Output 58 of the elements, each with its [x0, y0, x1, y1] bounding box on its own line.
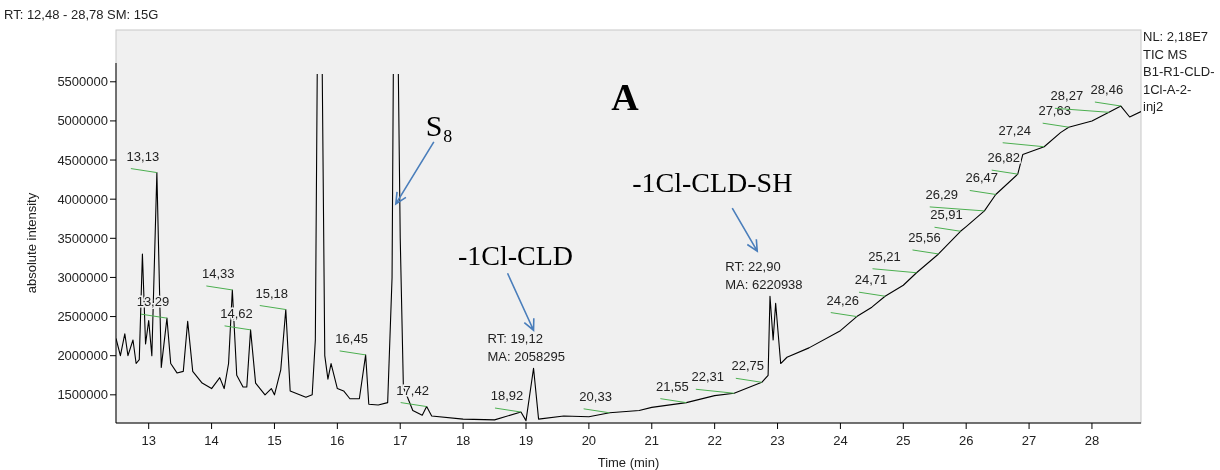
annotation: 26,47 — [965, 170, 999, 186]
annotation: 27,24 — [998, 122, 1031, 138]
y-tick-label: 5500000 — [57, 74, 108, 90]
y-tick-label: 4000000 — [57, 191, 108, 207]
x-tick-label: 26 — [958, 433, 974, 448]
annotation: 25,21 — [868, 248, 901, 264]
y-tick-label: 4500000 — [57, 152, 108, 168]
annotation: 28,27 — [1050, 88, 1084, 104]
annotation: A — [611, 76, 640, 118]
y-tick-label: 2000000 — [57, 348, 108, 364]
x-tick-label: 19 — [518, 433, 534, 448]
y-axis-title: absolute intensity — [24, 192, 39, 294]
annotation: 22,31 — [691, 369, 725, 385]
annotation: S₈ — [425, 108, 453, 142]
x-tick-label: 20 — [581, 433, 597, 448]
x-tick-label: 22 — [707, 433, 722, 448]
annotation: 26,29 — [925, 186, 959, 202]
annotation: 24,71 — [854, 272, 888, 288]
annotation: 21,55 — [656, 378, 689, 394]
annotation: 13,13 — [126, 148, 160, 164]
annotation: -1Cl-CLD-SH — [632, 167, 793, 199]
annotation: 18,92 — [490, 388, 524, 404]
x-tick-label: 17 — [393, 433, 408, 448]
x-tick-label: 18 — [455, 433, 471, 448]
annotation: 25,56 — [908, 229, 941, 245]
x-tick-label: 14 — [204, 433, 219, 448]
annotation: MA: 2058295 — [487, 349, 565, 365]
annotation: 25,91 — [930, 207, 963, 223]
text: RT: 12,48 - 28,78 SM: 15G — [4, 7, 159, 22]
x-tick-label: 13 — [141, 433, 156, 448]
x-tick-label: 25 — [896, 433, 911, 448]
x-axis-title: Time (min) — [597, 455, 660, 470]
annotation: 26,82 — [987, 150, 1021, 166]
x-tick-label: 21 — [644, 433, 659, 448]
annotation: 14,33 — [202, 265, 235, 281]
annotation: 24,26 — [826, 292, 860, 308]
annotation: 16,45 — [335, 330, 368, 346]
y-tick-label: 3500000 — [57, 230, 108, 246]
annotation: RT: 22,90 — [725, 259, 781, 275]
annotation: 27,63 — [1038, 103, 1071, 119]
x-tick-label: 23 — [770, 433, 785, 448]
annotation: MA: 6220938 — [725, 277, 803, 293]
y-tick-label: 5000000 — [57, 113, 108, 129]
annotation: 28,46 — [1090, 82, 1124, 98]
x-tick-label: 24 — [833, 433, 848, 448]
x-tick-label: 27 — [1021, 433, 1037, 448]
annotation: RT: 19,12 — [487, 331, 543, 347]
y-tick-label: 2500000 — [57, 309, 108, 325]
x-tick-label: 16 — [330, 433, 345, 448]
annotation: 22,75 — [731, 358, 765, 374]
x-tick-label: 15 — [267, 433, 282, 448]
annotation: 15,18 — [255, 285, 289, 301]
x-tick-label: 28 — [1084, 433, 1100, 448]
y-tick-label: 3000000 — [57, 269, 108, 285]
annotation: 20,33 — [579, 388, 612, 404]
text: NL: 2,18E7 TIC MS B1-R1-CLD-1Cl-A-2-inj2 — [1143, 29, 1215, 114]
y-tick-label: 1500000 — [57, 387, 108, 403]
annotation: -1Cl-CLD — [457, 240, 574, 272]
